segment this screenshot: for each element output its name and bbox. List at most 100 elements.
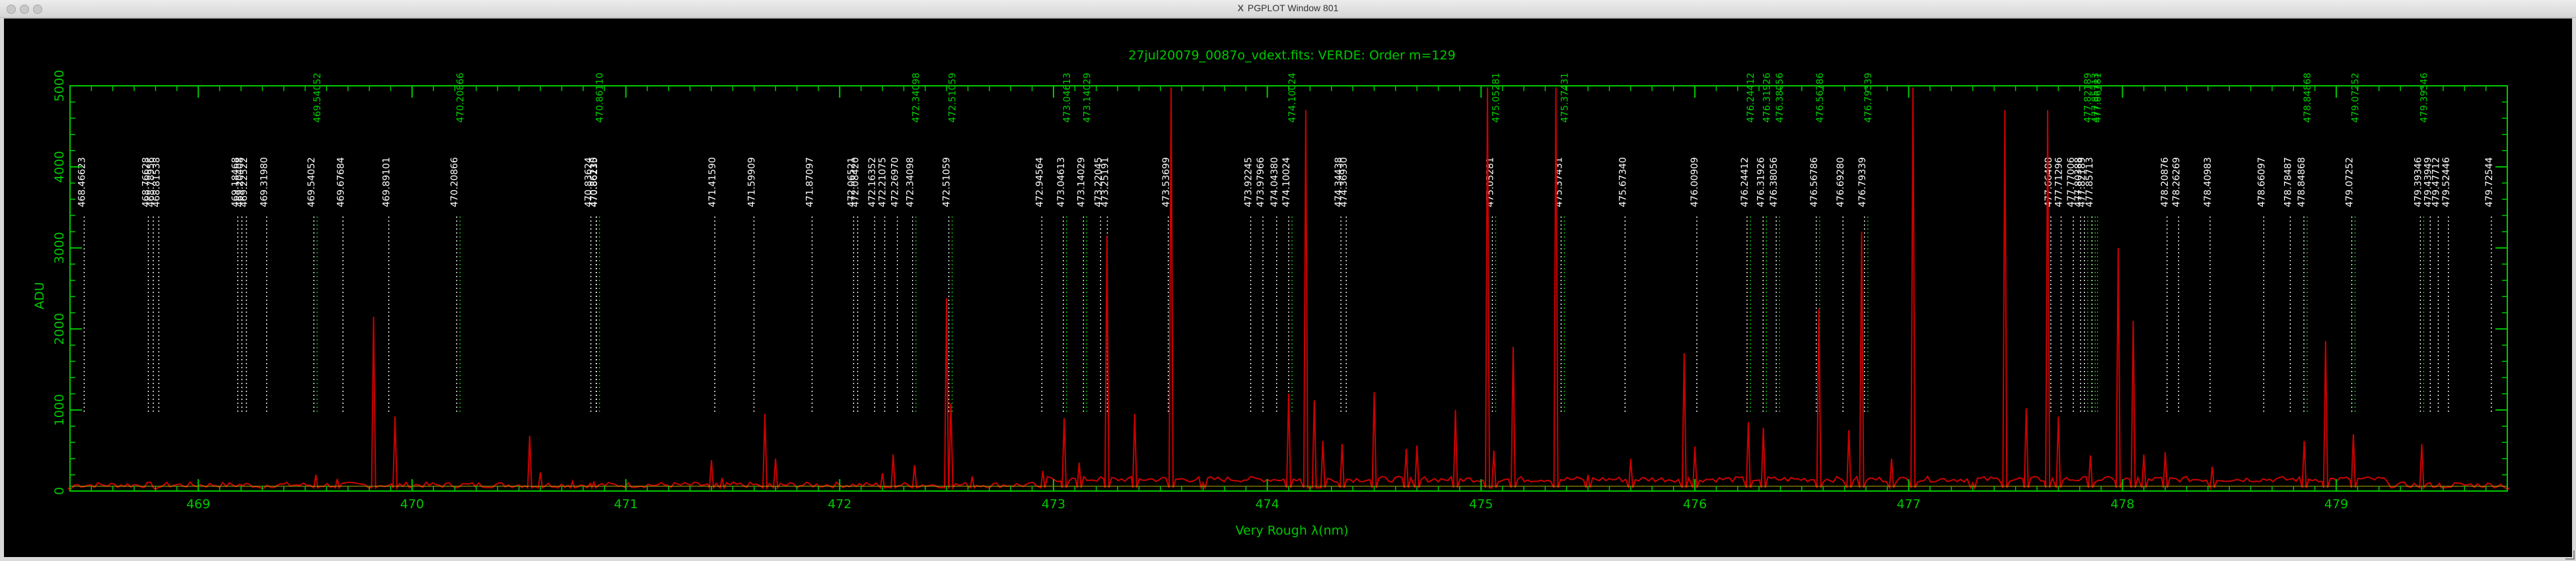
line-marker-label: 474.36930	[1339, 157, 1349, 207]
y-axis-label: ADU	[32, 282, 47, 310]
line-marker-label: 473.92245	[1244, 157, 1254, 207]
line-marker-label: 476.31926	[1756, 157, 1766, 207]
line-marker-label: 477.82189	[2077, 157, 2088, 207]
line-marker-label: 479.39346	[2413, 157, 2423, 207]
line-marker-label: 476.56786	[1815, 73, 1826, 123]
line-marker-label: 477.71296	[2054, 157, 2064, 207]
line-marker-label: 474.10024	[1287, 73, 1298, 123]
y-tick-label: 5000	[52, 70, 67, 102]
line-marker-label: 470.86110	[589, 157, 600, 207]
x-tick-label: 472	[828, 497, 851, 512]
x11-icon: X	[1237, 3, 1244, 13]
line-marker-label: 476.79339	[1857, 157, 1868, 207]
line-marker-label: 470.83624	[584, 157, 594, 207]
line-marker-label: 469.31980	[260, 157, 270, 207]
line-marker-label: 479.07252	[2351, 73, 2361, 123]
axes-frame: 469 470 471 472 473 474 475 476 477 478 479 0 1000 20…	[52, 70, 2508, 512]
line-marker-label: 476.38056	[1769, 157, 1779, 207]
x-tick-label: 478	[2110, 497, 2134, 512]
line-marker-label: 472.08420	[851, 157, 861, 207]
close-window-button[interactable]	[7, 5, 16, 14]
line-marker-label: 469.67684	[336, 157, 346, 207]
pgplot-canvas: 27jul20079_0087o_vdext.fits: VERDE: Orde…	[4, 18, 2572, 557]
line-marker-label: 476.24412	[1740, 157, 1750, 207]
line-marker-label: 472.06521	[846, 157, 857, 207]
line-marker-label: 479.72544	[2484, 157, 2495, 207]
line-marker-label: 468.78956	[146, 157, 157, 207]
line-marker-label: 476.24412	[1746, 73, 1756, 123]
x-tick-label: 474	[1255, 497, 1279, 512]
line-marker-label: 478.78487	[2283, 157, 2293, 207]
line-marker-label: 472.94564	[1034, 157, 1045, 207]
line-marker-label: 476.00909	[1690, 157, 1700, 207]
line-marker-label: 476.69280	[1836, 157, 1846, 207]
line-marker-label: 477.86781	[2093, 73, 2104, 123]
y-tick-label: 4000	[52, 151, 67, 183]
line-marker-label: 471.41590	[707, 157, 718, 207]
line-marker-label: 472.16352	[867, 157, 878, 207]
line-marker-label: 472.34098	[906, 157, 916, 207]
line-marker-label: 477.66488	[2044, 157, 2054, 207]
line-marker-label: 474.04380	[1270, 157, 1280, 207]
line-marker-label: 472.34098	[912, 73, 922, 123]
x-tick-label: 475	[1469, 497, 1493, 512]
line-marker-label: 473.04613	[1062, 73, 1073, 123]
chart-title: 27jul20079_0087o_vdext.fits: VERDE: Orde…	[1128, 48, 1455, 63]
window-titlebar: X PGPLOT Window 801	[0, 0, 2576, 18]
line-marker-label: 474.34438	[1334, 157, 1344, 207]
y-tick-label: 1000	[52, 394, 67, 426]
x-tick-label: 471	[614, 497, 637, 512]
line-marker-label: 468.81538	[151, 157, 162, 207]
line-marker-label: 470.20866	[455, 73, 466, 123]
resize-handle[interactable]	[2565, 550, 2575, 560]
window-title-text: X PGPLOT Window 801	[0, 3, 2576, 13]
line-marker-label: 469.18468	[231, 157, 241, 207]
line-marker-label: 473.04613	[1056, 157, 1067, 207]
line-marker-label: 471.59909	[746, 157, 757, 207]
zoom-window-button[interactable]	[33, 5, 42, 14]
line-marker-label: 468.46623	[77, 157, 87, 207]
line-marker-label: 469.54052	[306, 157, 317, 207]
line-marker-label: 475.67340	[1618, 157, 1628, 207]
line-marker-label: 476.38056	[1775, 73, 1785, 123]
x-tick-label: 473	[1042, 497, 1065, 512]
line-marker-label: 473.14029	[1076, 157, 1087, 207]
window-title: PGPLOT Window 801	[1247, 3, 1339, 13]
line-marker-label: 478.26269	[2171, 157, 2182, 207]
x-axis-label: Very Rough λ(nm)	[1235, 523, 1348, 538]
line-marker-label: 472.51059	[948, 73, 958, 123]
line-marker-label: 479.07252	[2345, 157, 2355, 207]
y-tick-label: 0	[52, 487, 67, 495]
line-marker-label: 470.86110	[595, 73, 606, 123]
x-tick-label: 470	[400, 497, 424, 512]
line-marker-label: 477.77006	[2066, 157, 2077, 207]
line-marker-label: 469.22522	[239, 157, 250, 207]
x-tick-label: 469	[186, 497, 210, 512]
line-marker-label: 472.21075	[877, 157, 888, 207]
line-marker-label: 477.80388	[2073, 157, 2084, 207]
line-marker-label: 478.84868	[2297, 157, 2307, 207]
line-marker-label: 473.25191	[1100, 157, 1110, 207]
line-marker-label: 479.52446	[2441, 157, 2452, 207]
spectrum-chart: 27jul20079_0087o_vdext.fits: VERDE: Orde…	[4, 18, 2572, 557]
line-marker-label: 475.37431	[1559, 73, 1570, 123]
line-marker-label: 479.39346	[2419, 73, 2429, 123]
line-marker-label: 470.20866	[449, 157, 460, 207]
x-tick-label: 479	[2324, 497, 2348, 512]
line-marker-label: 478.20876	[2160, 157, 2170, 207]
minimize-window-button[interactable]	[20, 5, 29, 14]
y-tick-label: 2000	[52, 313, 67, 345]
line-marker-label: 479.43949	[2423, 157, 2433, 207]
line-marker-label: 473.22045	[1093, 157, 1104, 207]
line-marker-label: 469.89101	[382, 157, 392, 207]
line-marker-label: 474.10024	[1281, 157, 1292, 207]
line-marker-label: 468.76628	[141, 157, 152, 207]
line-marker-label: 471.87097	[805, 157, 815, 207]
line-marker-label: 479.47712	[2431, 157, 2441, 207]
line-marker-label: 476.56786	[1809, 157, 1820, 207]
x-tick-label: 476	[1683, 497, 1707, 512]
line-marker-label: 475.05281	[1491, 73, 1501, 123]
line-marker-label: 476.31926	[1762, 73, 1772, 123]
line-marker-label: 478.40983	[2203, 157, 2213, 207]
x-tick-label: 477	[1897, 497, 1921, 512]
